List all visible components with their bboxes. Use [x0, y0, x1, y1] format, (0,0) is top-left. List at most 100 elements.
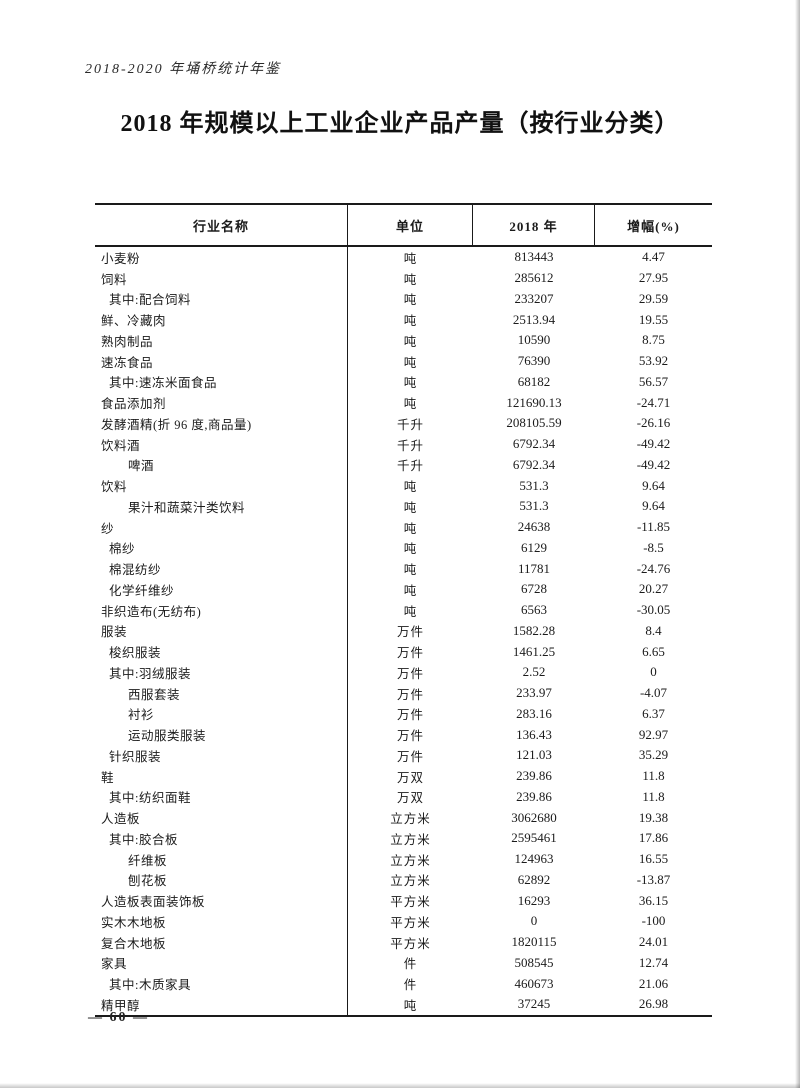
unit-cell: 吨 [403, 998, 418, 1013]
value-2018-cell: 239.86 [516, 768, 552, 784]
value-2018-cell: 0 [530, 913, 538, 929]
table-row: 果汁和蔬菜汁类饮料 吨 531.3 9.64 [95, 496, 712, 517]
industry-name-cell: 其中:木质家具 [95, 973, 348, 994]
industry-name-text: 饮料酒 [101, 438, 141, 453]
industry-name-cell: 梭织服装 [95, 641, 348, 662]
growth-cell: -49.42 [636, 456, 671, 472]
value-2018-cell: 16293 [517, 892, 551, 908]
value-2018-cell: 6728 [521, 581, 547, 597]
table-row: 其中:胶合板 立方米 2595461 17.86 [95, 828, 712, 849]
industry-name-cell: 速冻食品 [95, 350, 348, 372]
industry-name-text: 针织服装 [109, 749, 162, 764]
industry-name-cell: 棉纱 [95, 537, 348, 559]
industry-name-cell: 其中:纺织面鞋 [95, 786, 348, 808]
growth-cell: 19.38 [638, 809, 669, 825]
table-row: 食品添加剂 吨 121690.13 -24.71 [95, 392, 712, 413]
industry-name-text: 梭织服装 [109, 646, 162, 661]
growth-cell: -100 [641, 913, 666, 929]
industry-name-text: 发酵酒精(折 96 度,商品量) [101, 417, 252, 432]
industry-name-cell: 饮料 [95, 475, 348, 496]
unit-cell: 立方米 [390, 832, 431, 847]
industry-name-text: 饮料 [101, 480, 128, 495]
unit-cell: 万双 [396, 791, 424, 806]
table-row: 精甲醇 吨 37245 26.98 [95, 994, 712, 1015]
growth-cell: 4.47 [642, 249, 665, 265]
value-2018-cell: 76390 [517, 353, 551, 369]
industry-name-text: 小麦粉 [101, 251, 141, 266]
unit-cell: 吨 [403, 397, 418, 412]
growth-cell: 20.27 [638, 581, 669, 597]
growth-cell: -26.16 [636, 415, 671, 431]
industry-name-cell: 纱 [95, 516, 348, 538]
table-row: 发酵酒精(折 96 度,商品量) 千升 208105.59 -26.16 [95, 413, 712, 434]
table-row: 家具 件 508545 12.74 [95, 952, 712, 974]
industry-name-text: 速冻食品 [101, 355, 154, 370]
growth-cell: 9.64 [642, 498, 665, 514]
table-row: 其中:羽绒服装 万件 2.52 0 [95, 662, 712, 683]
growth-cell: -11.85 [636, 519, 671, 535]
unit-cell: 吨 [403, 480, 418, 495]
table-row: 其中:配合饲料 吨 233207 29.59 [95, 288, 712, 310]
value-2018-cell: 208105.59 [506, 415, 562, 431]
industry-name-cell: 其中:速冻米面食品 [95, 371, 348, 393]
industry-name-text: 非织造布(无纺布) [101, 604, 202, 619]
unit-cell: 吨 [403, 355, 418, 370]
growth-cell: 11.8 [642, 768, 665, 784]
industry-name-cell: 小麦粉 [95, 247, 348, 268]
value-2018-cell: 121690.13 [506, 394, 562, 410]
unit-cell: 万双 [396, 770, 424, 785]
unit-cell: 平方米 [390, 915, 431, 930]
industry-name-cell: 家具 [95, 952, 348, 974]
table-row: 小麦粉 吨 813443 4.47 [95, 247, 712, 268]
value-2018-cell: 2513.94 [512, 311, 556, 327]
industry-name-text: 实木木地板 [101, 915, 167, 930]
table-header-row: 行业名称 单位 2018 年 增幅(%) [95, 205, 712, 247]
value-2018-cell: 1820115 [511, 934, 557, 950]
table-row: 针织服装 万件 121.03 35.29 [95, 745, 712, 766]
unit-cell: 吨 [403, 583, 418, 598]
industry-name-text: 运动服类服装 [128, 729, 207, 744]
value-2018-cell: 531.3 [519, 477, 549, 493]
page-title: 2018 年规模以上工业企业产品产量（按行业分类） [120, 111, 680, 137]
value-2018-cell: 6792.34 [512, 436, 556, 452]
industry-name-cell: 西服套装 [95, 682, 348, 704]
column-header-industry: 行业名称 [95, 205, 348, 245]
page-number: — 60 — [88, 1010, 149, 1025]
unit-cell: 吨 [403, 334, 418, 349]
column-header-2018: 2018 年 [473, 205, 595, 245]
unit-cell: 千升 [396, 417, 424, 432]
unit-cell: 平方米 [390, 895, 431, 910]
value-2018-cell: 37245 [517, 996, 551, 1012]
value-2018-cell: 24638 [517, 519, 551, 535]
unit-cell: 吨 [403, 604, 418, 619]
column-header-unit: 单位 [348, 205, 473, 245]
table-row: 其中:纺织面鞋 万双 239.86 11.8 [95, 786, 712, 808]
unit-cell: 平方米 [390, 936, 431, 951]
scan-shadow-bottom [0, 1083, 800, 1088]
value-2018-cell: 1461.25 [512, 643, 556, 659]
industry-name-text: 鲜、冷藏肉 [101, 314, 167, 329]
industry-name-text: 人造板 [101, 812, 141, 827]
table-row: 纤维板 立方米 124963 16.55 [95, 848, 712, 870]
industry-name-cell: 饮料酒 [95, 433, 348, 455]
industry-name-cell: 熟肉制品 [95, 330, 348, 351]
industry-name-cell: 服装 [95, 620, 348, 642]
industry-name-cell: 针织服装 [95, 745, 348, 766]
unit-cell: 吨 [403, 542, 418, 557]
growth-cell: 35.29 [638, 747, 669, 763]
industry-name-text: 其中:纺织面鞋 [109, 791, 191, 806]
unit-cell: 吨 [403, 500, 418, 515]
value-2018-cell: 62892 [517, 871, 551, 887]
industry-name-cell: 饲料 [95, 267, 348, 289]
unit-cell: 件 [403, 978, 418, 993]
unit-cell: 万件 [396, 666, 424, 681]
table-row: 熟肉制品 吨 10590 8.75 [95, 330, 712, 351]
value-2018-cell: 2595461 [511, 830, 557, 846]
industry-name-text: 刨花板 [128, 874, 168, 889]
table-row: 啤酒 千升 6792.34 -49.42 [95, 454, 712, 476]
column-header-growth: 增幅(%) [627, 218, 680, 234]
industry-name-text: 化学纤维纱 [109, 583, 175, 598]
industry-name-text: 精甲醇 [101, 998, 141, 1013]
industry-name-text: 其中:胶合板 [109, 832, 178, 847]
